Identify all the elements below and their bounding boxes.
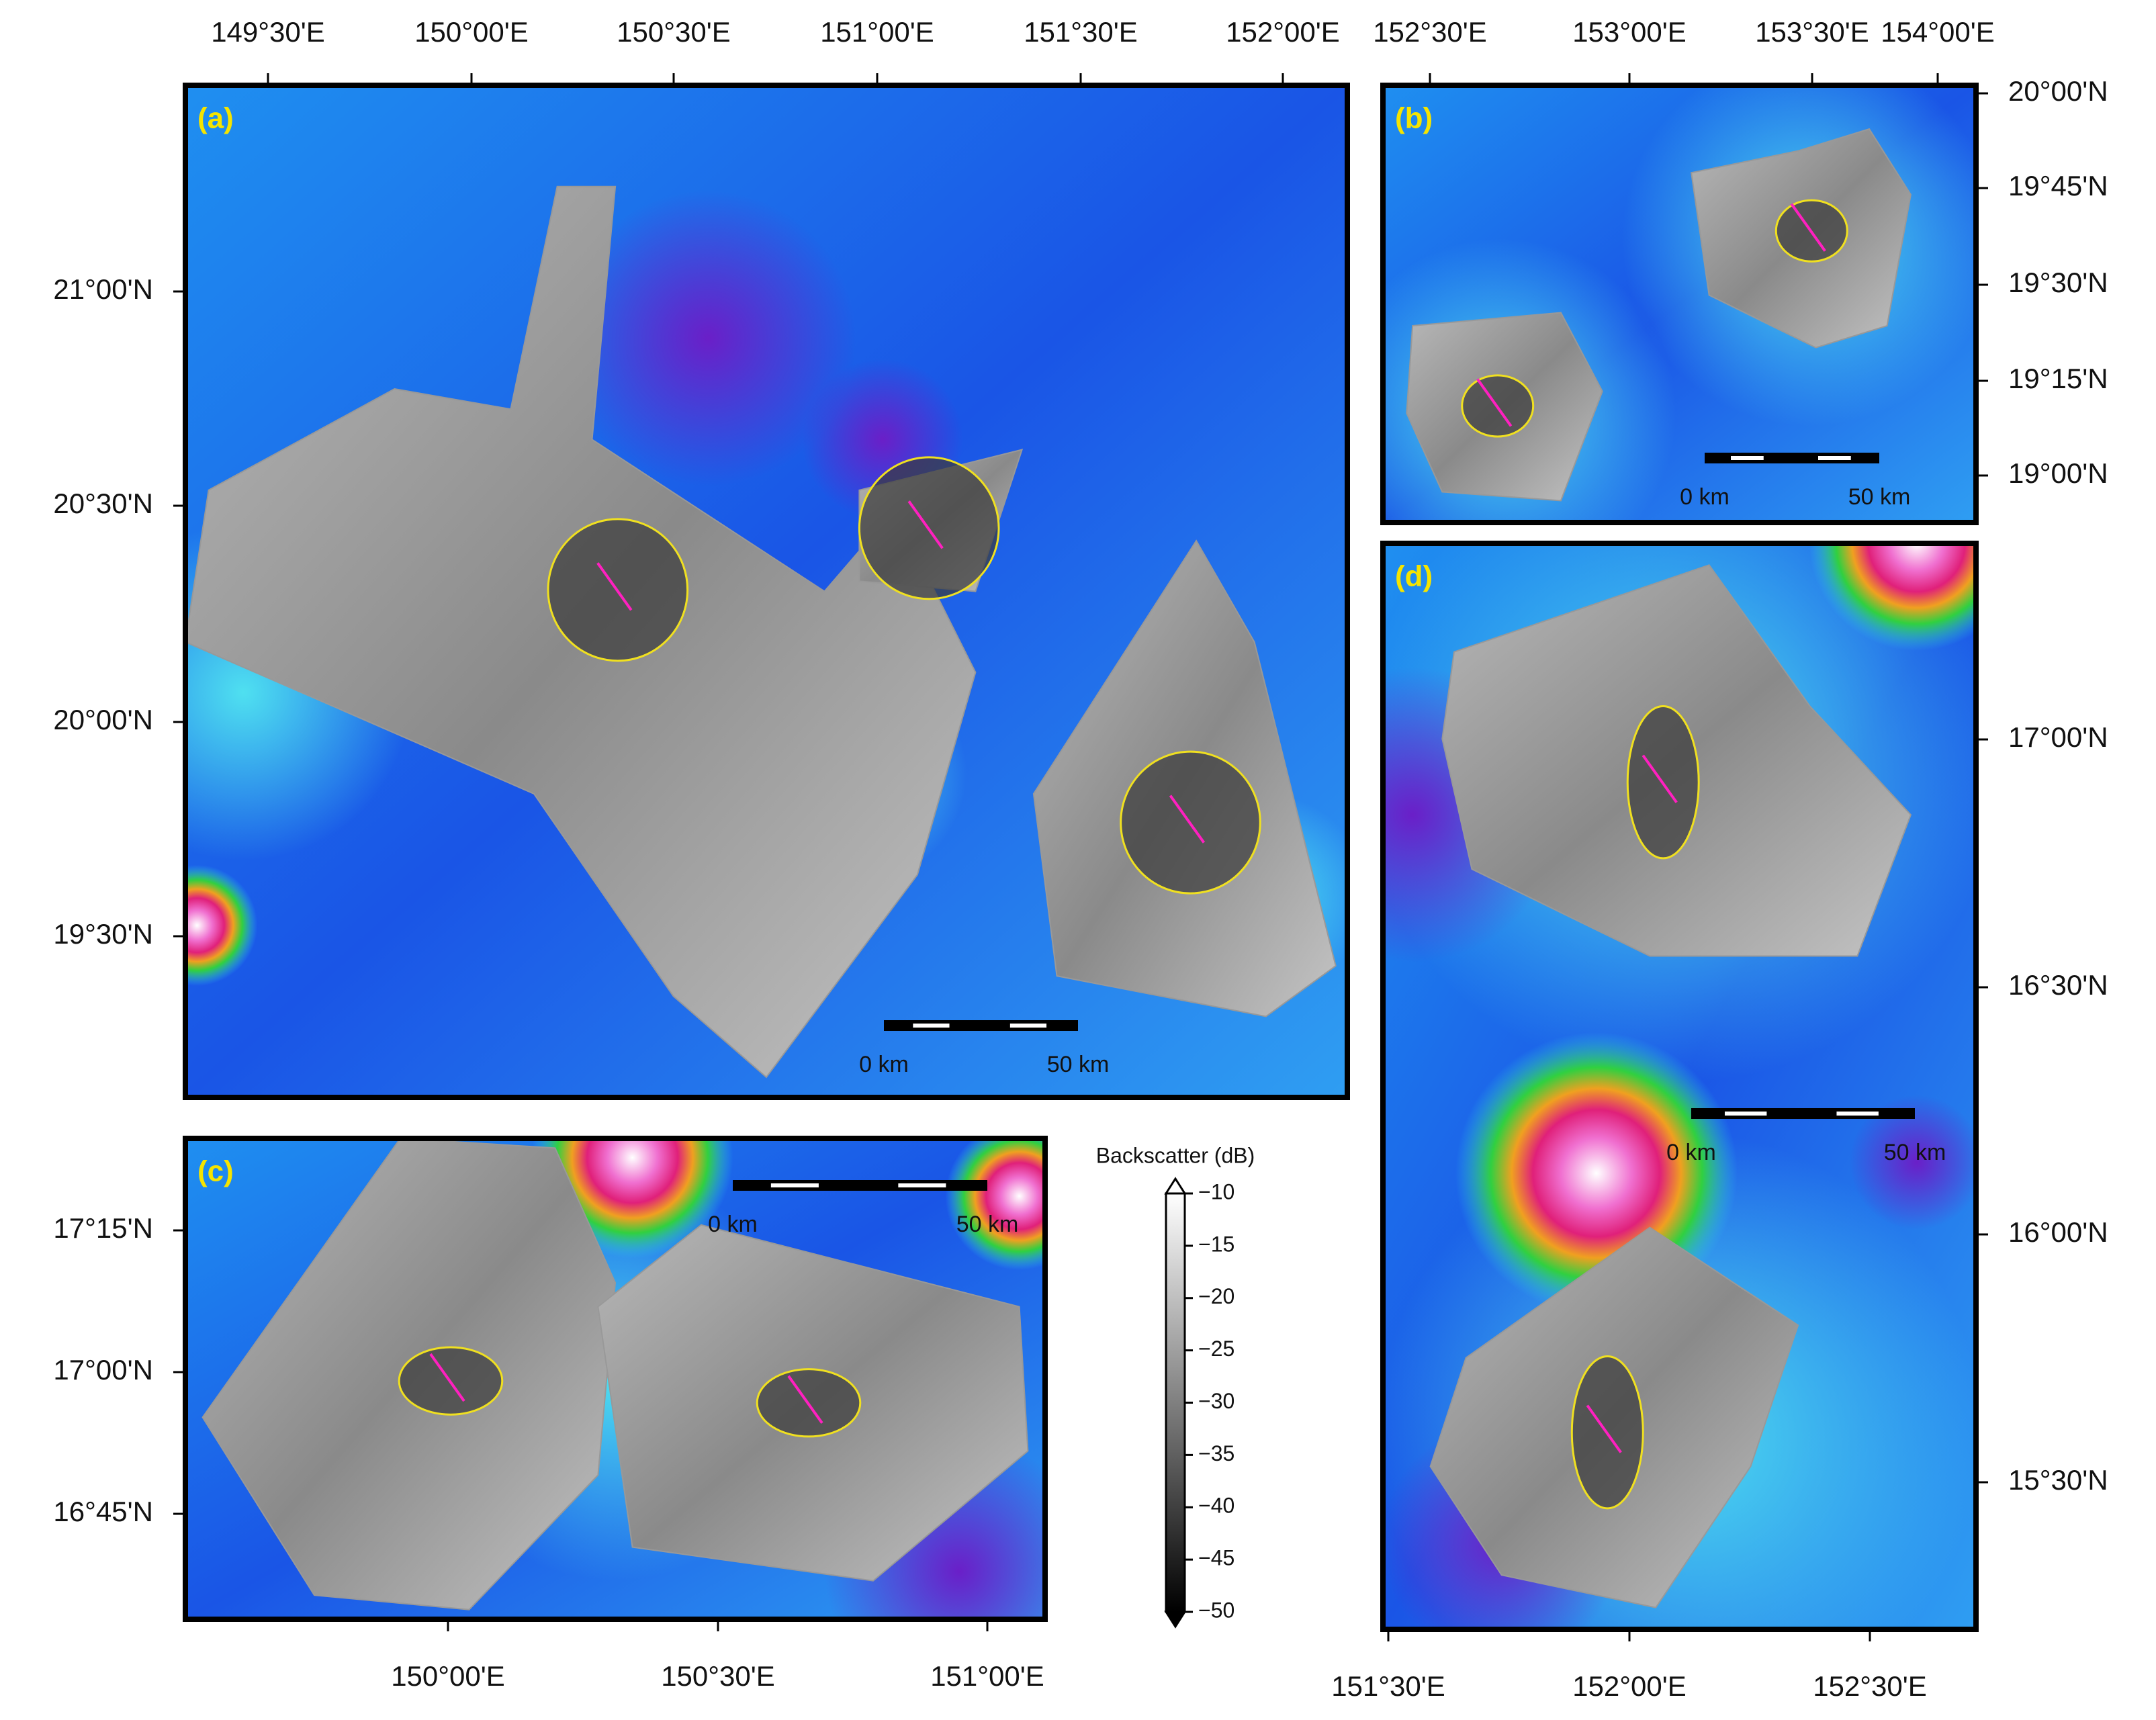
colorbar-label: −25	[1198, 1337, 1234, 1361]
panel-frame	[1380, 541, 1979, 1632]
profile-line	[429, 1353, 465, 1402]
lat-label: 16°45'N	[53, 1496, 153, 1527]
lat-label: 19°30'N	[2008, 267, 2108, 298]
scale-bar	[884, 1020, 1078, 1031]
scale-label: 50 km	[1848, 484, 1911, 510]
lat-label: 19°45'N	[2008, 170, 2108, 201]
colorbar-label: −50	[1198, 1598, 1234, 1622]
colorbar-label: −10	[1198, 1179, 1234, 1204]
profile-line	[596, 562, 633, 611]
scale-bar	[733, 1180, 987, 1191]
lon-label: 150°30'E	[617, 16, 731, 48]
scale-label: 0 km	[859, 1052, 909, 1077]
profile-line	[787, 1375, 823, 1424]
lon-label: 152°00'E	[1572, 1670, 1687, 1702]
colorbar-label: −30	[1198, 1389, 1234, 1413]
lat-label: 19°15'N	[2008, 363, 2108, 394]
lat-label: 17°00'N	[2008, 721, 2108, 753]
lon-label: 154°00'E	[1881, 16, 1995, 48]
scale-bar-seg	[913, 1024, 950, 1028]
colorbar	[1165, 1192, 1186, 1613]
lat-label: 16°30'N	[2008, 969, 2108, 1001]
panel-frame	[1380, 83, 1979, 525]
colorbar-title: Backscatter (dB)	[1096, 1143, 1255, 1167]
profile-line	[1790, 203, 1826, 252]
scale-bar-seg	[1724, 1112, 1767, 1116]
scale-label: 50 km	[1884, 1140, 1946, 1165]
colorbar-cap	[1164, 1177, 1187, 1195]
lon-label: 152°30'E	[1813, 1670, 1927, 1702]
panel-label: (b)	[1395, 102, 1433, 135]
profile-line	[1476, 378, 1513, 427]
lat-label: 20°00'N	[53, 704, 153, 735]
lat-label: 17°15'N	[53, 1212, 153, 1244]
lon-label: 152°00'E	[1226, 16, 1340, 48]
colorbar-label: −45	[1198, 1546, 1234, 1570]
lon-label: 150°00'E	[391, 1660, 505, 1692]
panel-label: (d)	[1395, 560, 1433, 593]
scale-label: 50 km	[1047, 1052, 1110, 1077]
colorbar-label: −20	[1198, 1284, 1234, 1308]
scale-label: 0 km	[708, 1212, 758, 1237]
scale-label: 50 km	[956, 1212, 1019, 1237]
lon-label: 151°00'E	[820, 16, 934, 48]
deep-zone	[560, 190, 856, 486]
lon-label: 151°00'E	[930, 1660, 1044, 1692]
lat-label: 19°00'N	[2008, 457, 2108, 489]
profile-line	[1169, 795, 1206, 844]
scale-bar	[1691, 1108, 1915, 1119]
scale-bar-seg	[1836, 1112, 1879, 1116]
deep-zone	[1849, 1095, 1976, 1230]
lat-label: 20°30'N	[53, 488, 153, 519]
scale-bar-seg	[1009, 1024, 1047, 1028]
lon-label: 153°00'E	[1572, 16, 1687, 48]
lon-label: 151°30'E	[1331, 1670, 1445, 1702]
lat-label: 20°00'N	[2008, 75, 2108, 107]
seamount-peak	[1809, 543, 1976, 651]
lat-label: 17°00'N	[53, 1354, 153, 1386]
lat-label: 15°30'N	[2008, 1464, 2108, 1496]
seamount-peak	[945, 1138, 1045, 1270]
scale-bar-seg	[770, 1183, 819, 1187]
scale-bar-seg	[1818, 456, 1851, 460]
lon-label: 149°30'E	[211, 16, 325, 48]
lon-label: 150°30'E	[661, 1660, 775, 1692]
scale-bar-seg	[1731, 456, 1764, 460]
profile-line	[907, 500, 944, 549]
colorbar-label: −35	[1198, 1441, 1234, 1465]
panel-frame	[183, 1136, 1048, 1622]
map-panel	[1383, 543, 1976, 1629]
map-panel	[185, 1138, 1045, 1619]
colorbar-label: −40	[1198, 1494, 1234, 1518]
lon-label: 151°30'E	[1024, 16, 1138, 48]
lon-label: 152°30'E	[1373, 16, 1487, 48]
colorbar-cap	[1164, 1611, 1187, 1629]
map-panel	[1383, 85, 1976, 523]
scale-bar-seg	[898, 1183, 946, 1187]
scale-label: 0 km	[1680, 484, 1730, 510]
lat-label: 21°00'N	[53, 273, 153, 305]
lat-label: 19°30'N	[53, 918, 153, 950]
panel-label: (c)	[197, 1155, 234, 1188]
lat-label: 16°00'N	[2008, 1216, 2108, 1248]
scale-bar	[1705, 453, 1879, 463]
lon-label: 153°30'E	[1755, 16, 1869, 48]
map-panel	[185, 85, 1347, 1097]
lon-label: 150°00'E	[414, 16, 529, 48]
profile-line	[1586, 1404, 1622, 1453]
seamount-peak	[185, 864, 258, 986]
profile-line	[1642, 754, 1678, 803]
panel-label: (a)	[197, 102, 234, 135]
colorbar-label: −15	[1198, 1232, 1234, 1256]
panel-frame	[183, 83, 1350, 1100]
scale-label: 0 km	[1666, 1140, 1716, 1165]
